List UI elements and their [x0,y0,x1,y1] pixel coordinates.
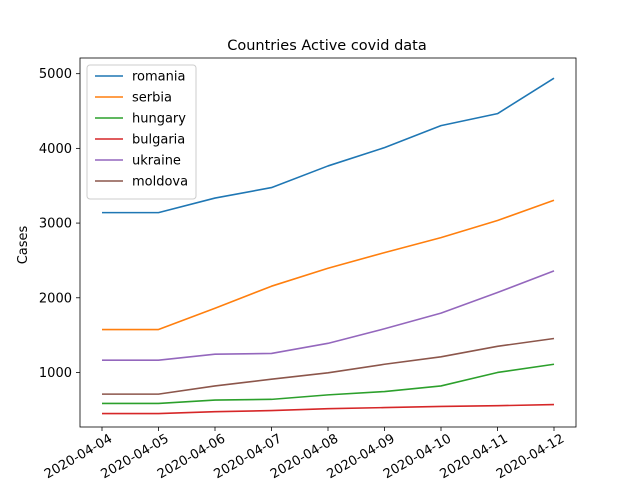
series-line-moldova [102,337,555,395]
legend-label-hungary: hungary [132,112,186,127]
series-lines [102,77,555,415]
y-axis-label: Cases [16,225,31,264]
y-tick-label: 4000 [39,142,72,157]
y-tick-label: 1000 [39,366,72,381]
series-line-bulgaria [102,403,555,415]
plot-frame [79,57,577,428]
legend-label-moldova: moldova [132,175,188,190]
legend-box [86,64,197,200]
series-line-romania [102,77,555,214]
legend-label-ukraine: ukraine [132,154,181,169]
legend-label-serbia: serbia [132,91,172,106]
legend-label-romania: romania [132,70,185,85]
series-line-serbia [102,199,555,331]
legend: romania serbia hungary bulgaria ukraine moldo… [86,64,197,200]
y-tick-label: 5000 [39,67,72,82]
series-line-hungary [102,363,555,405]
legend-label-bulgaria: bulgaria [132,133,185,148]
y-tick-label: 2000 [39,291,72,306]
chart-title: Countries Active covid data [227,38,427,54]
y-tick-label: 3000 [39,217,72,232]
series-line-ukraine [102,270,555,361]
